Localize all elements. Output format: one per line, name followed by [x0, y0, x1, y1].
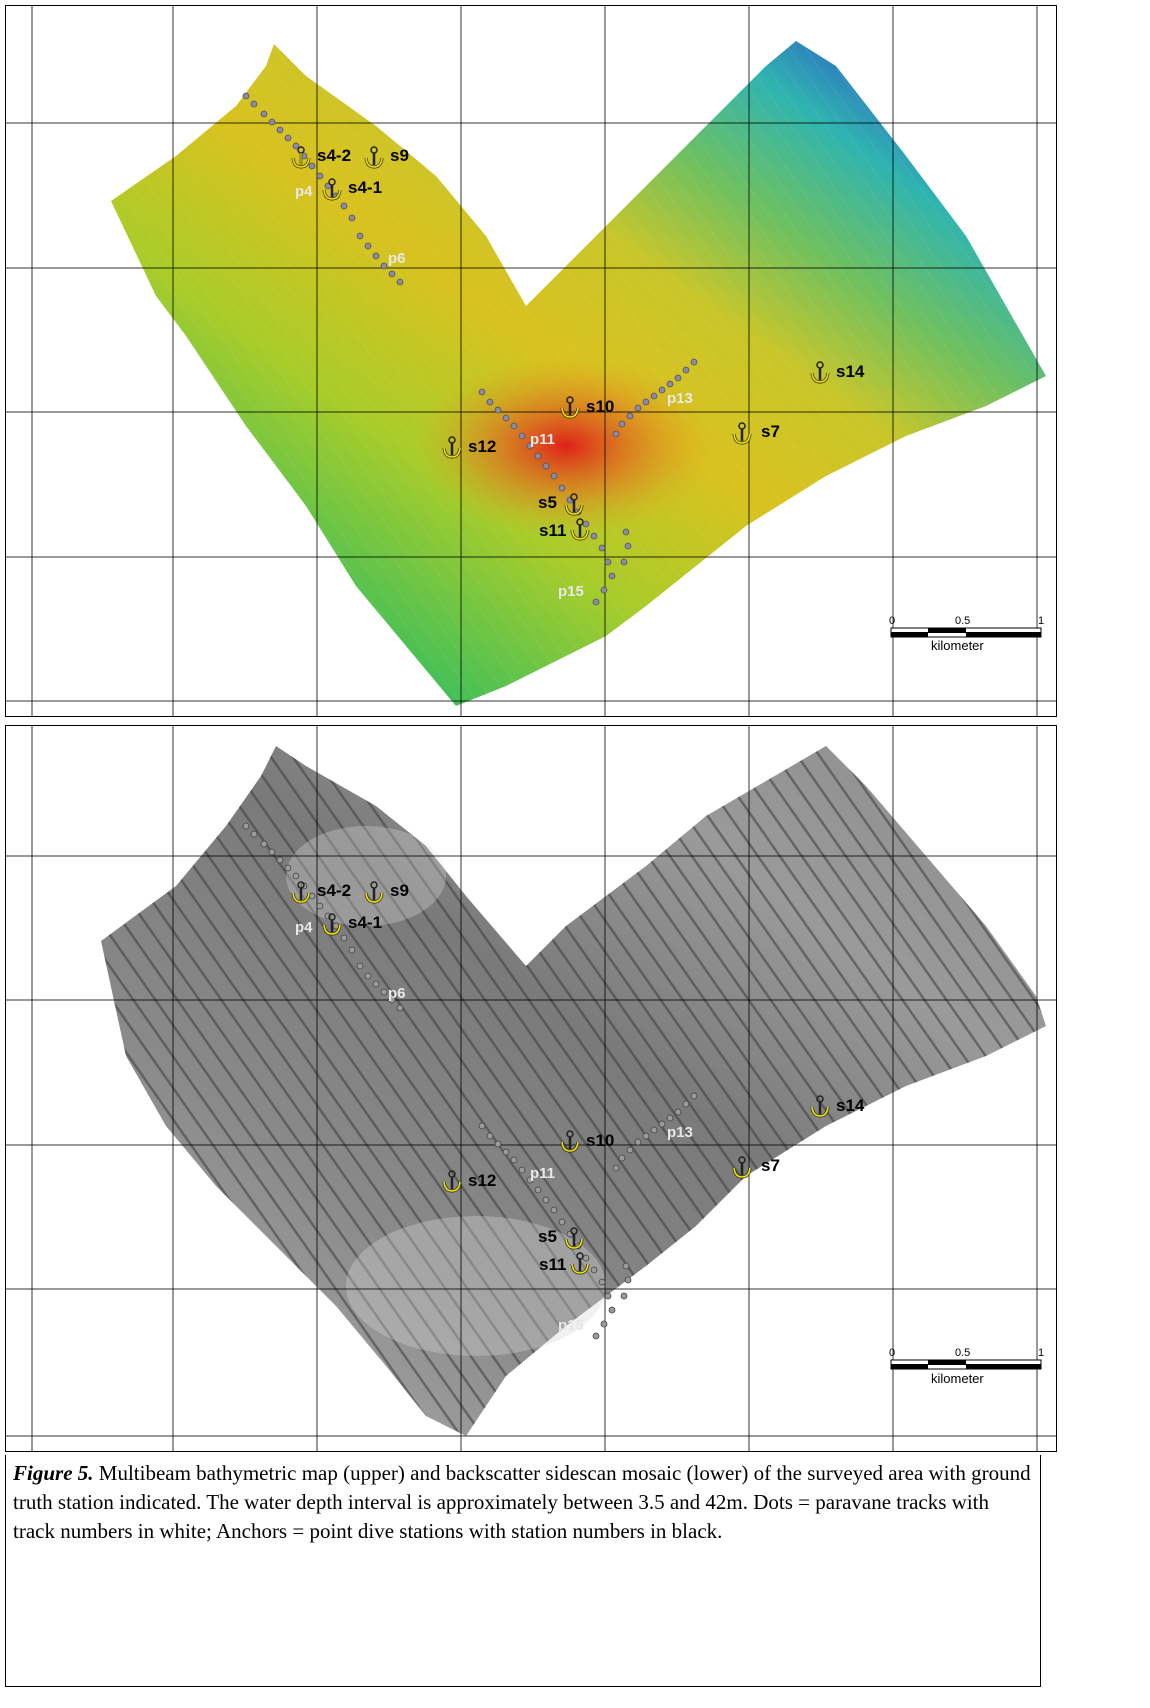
scale-unit: kilometer: [931, 638, 984, 653]
scale-bar: 0 0.5 1 kilometer: [889, 1347, 1044, 1386]
map-grid: [6, 6, 1056, 716]
track-label-p6: p6: [388, 250, 406, 267]
anchor-icon: [364, 146, 384, 169]
station-label-s9: s9: [390, 146, 409, 165]
station-label-s9: s9: [390, 881, 409, 900]
figure-caption: Figure 5. Multibeam bathymetric map (upp…: [5, 1455, 1041, 1687]
station-label-s10: s10: [586, 397, 614, 416]
station-label-s7: s7: [761, 1156, 780, 1175]
figure-caption-text: Multibeam bathymetric map (upper) and ba…: [13, 1461, 1031, 1543]
anchor-icon: [732, 1156, 752, 1179]
anchor-icon: [810, 361, 830, 384]
scale-tick-1: 1: [1038, 615, 1044, 627]
scale-tick-1: 1: [1038, 1347, 1044, 1359]
station-label-s12: s12: [468, 437, 496, 456]
track-label-p11: p11: [530, 1165, 555, 1182]
scale-unit: kilometer: [931, 1371, 984, 1386]
anchor-icon: [442, 1170, 462, 1193]
track-p13-dots: [612, 1092, 698, 1172]
station-label-s12: s12: [468, 1171, 496, 1190]
track-label-p13: p13: [667, 1124, 693, 1141]
anchor-icon: [564, 1227, 584, 1250]
anchor-icon: [810, 1095, 830, 1118]
station-markers: s4-2 s9 s4-1 s14 s10 s7 s12 s5 s11: [291, 146, 865, 541]
anchor-icon: [291, 146, 311, 169]
track-label-p4: p4: [295, 183, 313, 200]
track-label-p4: p4: [295, 919, 313, 936]
track-label-p11: p11: [530, 431, 555, 448]
station-label-s4-2: s4-2: [317, 881, 351, 900]
station-label-s7: s7: [761, 422, 780, 441]
anchor-icon: [364, 881, 384, 904]
anchor-icon: [732, 422, 752, 445]
anchor-icon: [570, 1252, 590, 1275]
station-label-s11: s11: [539, 521, 566, 540]
scale-tick-mid: 0.5: [955, 615, 970, 627]
scale-tick-0: 0: [889, 1347, 895, 1359]
track-label-p6: p6: [388, 985, 406, 1002]
station-label-s4-1: s4-1: [348, 913, 382, 932]
track-p13-dots: [612, 358, 698, 438]
map-grid: [6, 726, 1056, 1451]
station-label-s10: s10: [586, 1131, 614, 1150]
anchor-icon: [560, 396, 580, 419]
track-label-p15: p15: [558, 1317, 584, 1334]
scale-tick-0: 0: [889, 615, 895, 627]
anchor-icon: [322, 178, 342, 201]
anchor-icon: [564, 493, 584, 516]
station-label-s14: s14: [836, 1096, 865, 1115]
track-label-p15: p15: [558, 583, 584, 600]
station-label-s5: s5: [538, 493, 557, 512]
paravane-tracks: [242, 92, 698, 606]
anchor-icon: [322, 913, 342, 936]
figure-label: Figure 5.: [13, 1461, 94, 1485]
anchor-icon: [291, 881, 311, 904]
track-p4-p6-dots: [242, 92, 404, 286]
bathymetry-map: p4 p6 p13 p11 p15 s4-2 s9 s4-1 s14 s10 s…: [6, 6, 1056, 716]
station-label-s11: s11: [539, 1255, 566, 1274]
station-label-s14: s14: [836, 362, 865, 381]
track-p11-p15-dots: [478, 388, 632, 606]
bathymetry-map-panel: p4 p6 p13 p11 p15 s4-2 s9 s4-1 s14 s10 s…: [5, 5, 1057, 717]
backscatter-map-panel: p4 p6 p13 p11 p15 s4-2 s9 s4-1 s14 s10 s…: [5, 725, 1057, 1452]
anchor-icon: [570, 518, 590, 541]
station-label-s4-1: s4-1: [348, 178, 382, 197]
station-label-s4-2: s4-2: [317, 146, 351, 165]
station-label-s5: s5: [538, 1227, 557, 1246]
station-markers: s4-2 s9 s4-1 s14 s10 s7 s12 s5 s11: [291, 881, 865, 1275]
track-label-p13: p13: [667, 390, 693, 407]
backscatter-map: p4 p6 p13 p11 p15 s4-2 s9 s4-1 s14 s10 s…: [6, 726, 1056, 1451]
scale-bar: 0 0.5 1 kilometer: [889, 615, 1044, 653]
anchor-icon: [442, 436, 462, 459]
anchor-icon: [560, 1130, 580, 1153]
scale-tick-mid: 0.5: [955, 1347, 970, 1359]
